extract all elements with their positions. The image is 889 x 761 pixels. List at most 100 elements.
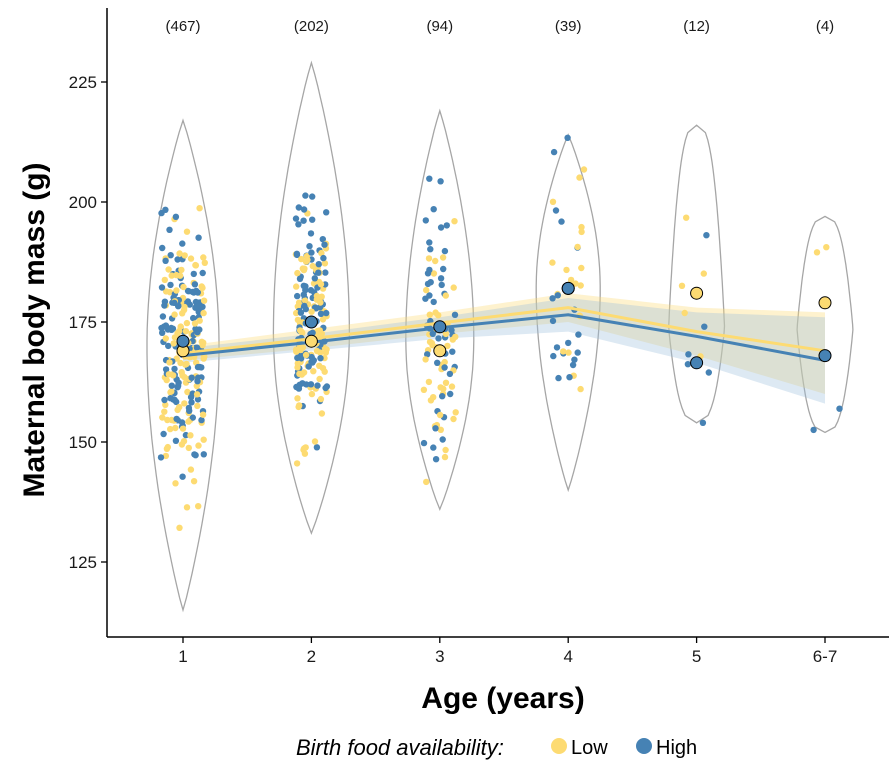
data-point-high xyxy=(449,348,456,355)
violins xyxy=(146,60,854,613)
data-point-high xyxy=(432,425,439,432)
mean-marker-high xyxy=(176,334,190,348)
data-point-low xyxy=(442,379,450,386)
violin-6-7 xyxy=(796,215,854,434)
legend-label-low: Low xyxy=(571,737,608,759)
data-point-high xyxy=(195,299,202,306)
data-point-low xyxy=(430,270,438,277)
data-point-high xyxy=(171,365,178,373)
data-point-low xyxy=(183,319,191,327)
data-point-low xyxy=(163,445,171,452)
data-point-low xyxy=(567,276,575,284)
data-point-high xyxy=(448,326,455,334)
data-point-low xyxy=(172,424,179,432)
data-point-high xyxy=(446,370,454,378)
data-point-high xyxy=(566,374,573,381)
data-point-high xyxy=(186,301,193,308)
data-point-low xyxy=(181,252,188,259)
data-point-low xyxy=(298,255,305,263)
data-point-low xyxy=(309,262,316,270)
data-point-low xyxy=(313,347,321,355)
data-point-high xyxy=(309,193,316,200)
data-point-low xyxy=(683,214,690,221)
data-point-high xyxy=(564,134,571,141)
data-point-high xyxy=(200,451,207,458)
data-point-low xyxy=(318,293,325,300)
data-point-high xyxy=(317,355,324,362)
data-point-high xyxy=(441,247,449,255)
data-point-low xyxy=(300,445,308,452)
data-point-low xyxy=(187,255,195,262)
data-point-high xyxy=(179,473,186,480)
sample-size-label: (12) xyxy=(683,18,710,35)
data-point-low xyxy=(420,386,428,393)
sample-size-label: (39) xyxy=(555,18,582,35)
data-point-low xyxy=(311,438,319,445)
sample-size-label: (94) xyxy=(426,18,453,35)
data-point-low xyxy=(299,265,306,272)
data-point-high xyxy=(424,270,432,277)
data-point-high xyxy=(171,396,178,403)
data-point-low xyxy=(294,395,301,402)
data-point-low xyxy=(318,249,325,257)
data-point-low xyxy=(178,441,186,448)
data-point-low xyxy=(191,320,199,327)
data-point-high xyxy=(434,359,441,366)
data-point-low xyxy=(426,311,433,318)
data-point-low xyxy=(173,287,180,294)
y-tick-label: 225 xyxy=(69,73,97,92)
data-point-high xyxy=(300,291,307,298)
data-point-high xyxy=(294,354,301,362)
mean-marker-low xyxy=(433,344,447,358)
group-means xyxy=(176,281,832,370)
data-point-high xyxy=(159,244,166,252)
mean-marker-high xyxy=(561,281,575,295)
data-point-high xyxy=(165,342,172,350)
data-point-high xyxy=(158,324,165,332)
data-point-high xyxy=(424,351,431,358)
x-tick-label: 2 xyxy=(307,647,316,666)
data-point-high xyxy=(194,363,202,371)
data-point-high xyxy=(194,289,201,296)
data-point-high xyxy=(296,275,304,282)
data-point-low xyxy=(560,348,567,355)
data-point-low xyxy=(448,383,456,390)
data-point-low xyxy=(294,269,301,277)
data-point-high xyxy=(294,292,301,300)
y-tick-label: 200 xyxy=(69,193,97,212)
data-point-low xyxy=(577,385,584,393)
data-point-low xyxy=(442,292,449,299)
data-point-low xyxy=(200,309,207,317)
data-point-low xyxy=(176,524,183,531)
data-point-low xyxy=(425,255,433,262)
data-point-low xyxy=(294,364,301,371)
data-point-low xyxy=(580,166,588,173)
data-point-high xyxy=(194,378,201,385)
data-point-high xyxy=(432,456,440,463)
data-point-low xyxy=(318,410,326,417)
violin-3 xyxy=(405,108,475,511)
data-point-low xyxy=(308,308,315,315)
data-point-low xyxy=(162,401,169,408)
data-point-low xyxy=(321,260,329,267)
data-point-low xyxy=(178,266,185,274)
data-point-high xyxy=(160,430,167,438)
x-axis-title: Age (years) xyxy=(421,682,584,715)
data-point-low xyxy=(302,258,310,265)
data-point-high xyxy=(315,261,322,268)
data-point-high xyxy=(309,359,316,366)
data-point-low xyxy=(576,174,583,181)
y-tick-label: 150 xyxy=(69,433,97,452)
data-point-high xyxy=(322,269,329,276)
data-point-high xyxy=(705,369,712,376)
data-point-low xyxy=(162,288,170,295)
data-point-low xyxy=(180,283,187,291)
data-point-low xyxy=(296,370,303,377)
data-point-high xyxy=(317,310,325,317)
sample-size-labels: (467) (202) (94) (39) (12) (4) xyxy=(165,18,834,35)
data-point-low xyxy=(183,228,191,235)
data-point-low xyxy=(322,349,329,356)
data-point-low xyxy=(161,276,168,284)
data-point-low xyxy=(192,261,199,269)
